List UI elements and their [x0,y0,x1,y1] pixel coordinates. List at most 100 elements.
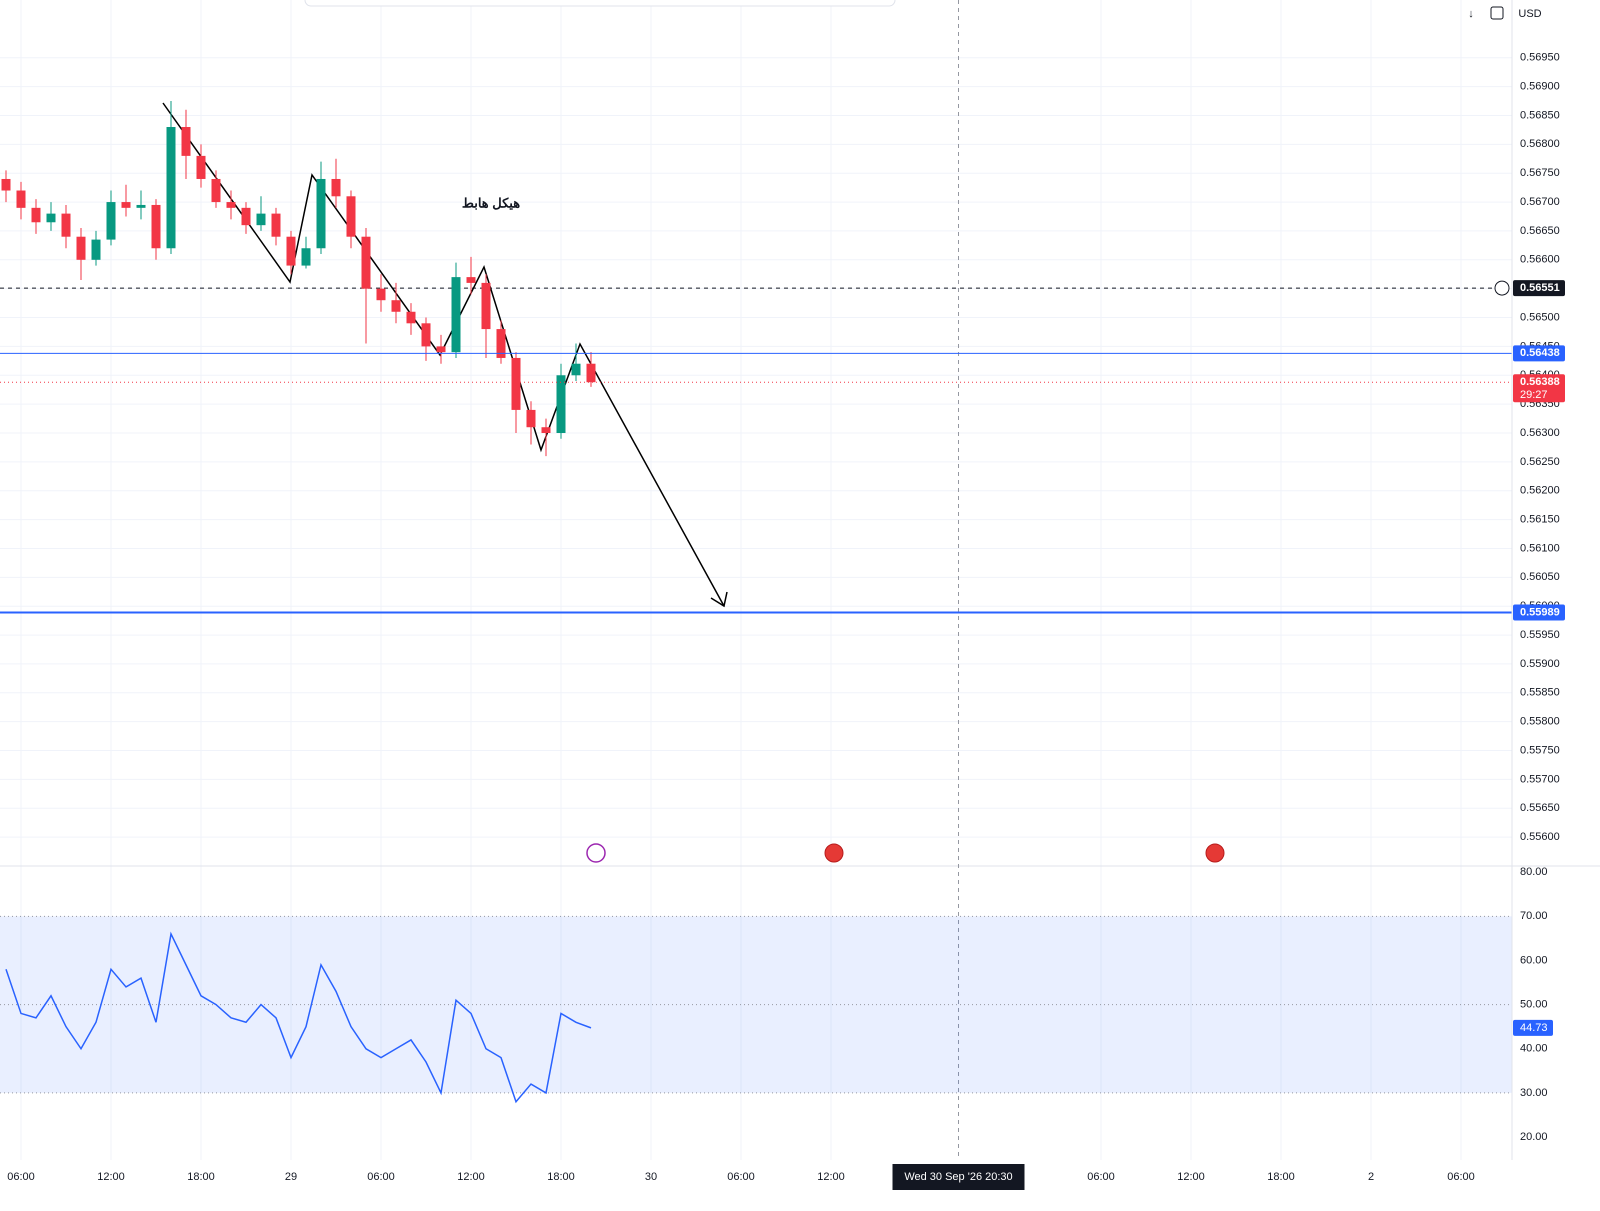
events [586,843,1225,863]
value-badge [1513,1019,1553,1036]
candle-body [466,277,476,283]
candle-body [451,277,461,353]
y-tick-label: 0.55650 [1520,802,1560,814]
y-tick-label: 50.00 [1520,999,1548,1011]
crosshair-label: Wed 30 Sep '26 20:30 [904,1171,1012,1183]
candle-body [391,300,401,312]
candle-body [16,190,26,208]
countdown: 29:27 [1520,389,1548,401]
event-icon[interactable] [824,843,844,863]
candle-body [436,346,446,353]
rsi-line [5,931,592,1104]
y-tick-label: 70.00 [1520,910,1548,922]
price-badge [1513,280,1565,297]
y-tick-label: 0.55900 [1520,658,1560,670]
event-icon[interactable] [1205,843,1225,863]
candle-body [541,427,551,433]
y-tick-label: 0.55800 [1520,716,1560,728]
x-tick-label: 06:00 [7,1171,35,1183]
x-tick-label: 06:00 [727,1171,755,1183]
price-badge [1513,374,1565,403]
candle-body [556,375,566,433]
y-tick-label: 0.56150 [1520,514,1560,526]
y-tick-label: 0.55700 [1520,773,1560,785]
candle-body [571,363,581,376]
candle-body [286,236,296,266]
zigzag [162,102,725,607]
event-icon[interactable] [586,843,606,863]
y-tick-label: 0.56800 [1520,138,1560,150]
candle-body [481,282,491,330]
currency[interactable]: USD [1518,8,1541,20]
y-tick-label: 0.56200 [1520,485,1560,497]
candle-body [196,155,206,179]
y-tick-label: 0.56300 [1520,427,1560,439]
y-tick-label: 80.00 [1520,866,1548,878]
candle-body [31,207,41,223]
candle-body [46,213,56,223]
candle-body [511,357,521,410]
y-tick-label: 0.56250 [1520,456,1560,468]
candle-body [346,196,356,237]
toolbar[interactable] [304,0,896,7]
x-tick-label: 29 [285,1171,297,1183]
candle-body [301,248,311,266]
candle-body [181,127,191,156]
x-tick-label: 12:00 [817,1171,845,1183]
price-badge-label: 0.55989 [1520,606,1560,618]
candle-body [226,202,236,208]
price-badge-label: 0.56438 [1520,347,1560,359]
y-tick-label: 0.56500 [1520,311,1560,323]
y-tick-label: 0.56050 [1520,571,1560,583]
y-tick-label: 0.56950 [1520,52,1560,64]
y-tick-label: 0.55750 [1520,744,1560,756]
candle-body [406,311,416,324]
candle-body [586,363,596,383]
y-tick-label: 0.56650 [1520,225,1560,237]
x-tick-label: 2 [1368,1171,1374,1183]
candle-body [316,178,326,249]
x-tick-label: 12:00 [1177,1171,1205,1183]
y-tick-label: 0.56900 [1520,81,1560,93]
drawing [162,102,728,608]
candle-body [211,178,221,203]
candle-body [76,236,86,260]
candle-body [526,409,536,428]
candle-body [496,329,506,358]
candle-body [271,213,281,237]
x-tick-label: 06:00 [1447,1171,1475,1183]
y-tick-label: 0.56600 [1520,254,1560,266]
price-badge [1513,604,1565,621]
y-tick-label: 0.55950 [1520,629,1560,641]
candle-body [61,213,71,237]
refresh-icon[interactable] [1490,6,1504,20]
price-badge-label: 0.56388 [1520,376,1560,388]
x-tick-label: 06:00 [1087,1171,1115,1183]
x-tick-label: 06:00 [367,1171,395,1183]
y-tick-label: 30.00 [1520,1087,1548,1099]
candle-body [331,178,341,197]
scroll-icon[interactable]: ↓ [1468,8,1474,20]
x-tick-label: 12:00 [97,1171,125,1183]
candle-body [376,288,386,301]
candle-body [256,213,266,226]
y-tick-label: 60.00 [1520,954,1548,966]
candle-body [166,127,176,249]
y-tick-label: 0.55600 [1520,831,1560,843]
price-badge [1513,345,1565,362]
candle-body [1,178,11,191]
candle-body [91,239,101,260]
y-tick-label: 0.56850 [1520,109,1560,121]
candle-body [106,202,116,240]
y-tick-label: 0.55850 [1520,687,1560,699]
arrow-head [710,591,728,608]
candle-body [241,207,251,226]
crosshair-badge [892,1164,1025,1190]
x-tick-label: 18:00 [187,1171,215,1183]
candle-body [421,323,431,347]
x-tick-label: 18:00 [1267,1171,1295,1183]
x-tick-label: 18:00 [547,1171,575,1183]
crosshair-plus [1494,280,1510,296]
y-tick-label: 0.56700 [1520,196,1560,208]
